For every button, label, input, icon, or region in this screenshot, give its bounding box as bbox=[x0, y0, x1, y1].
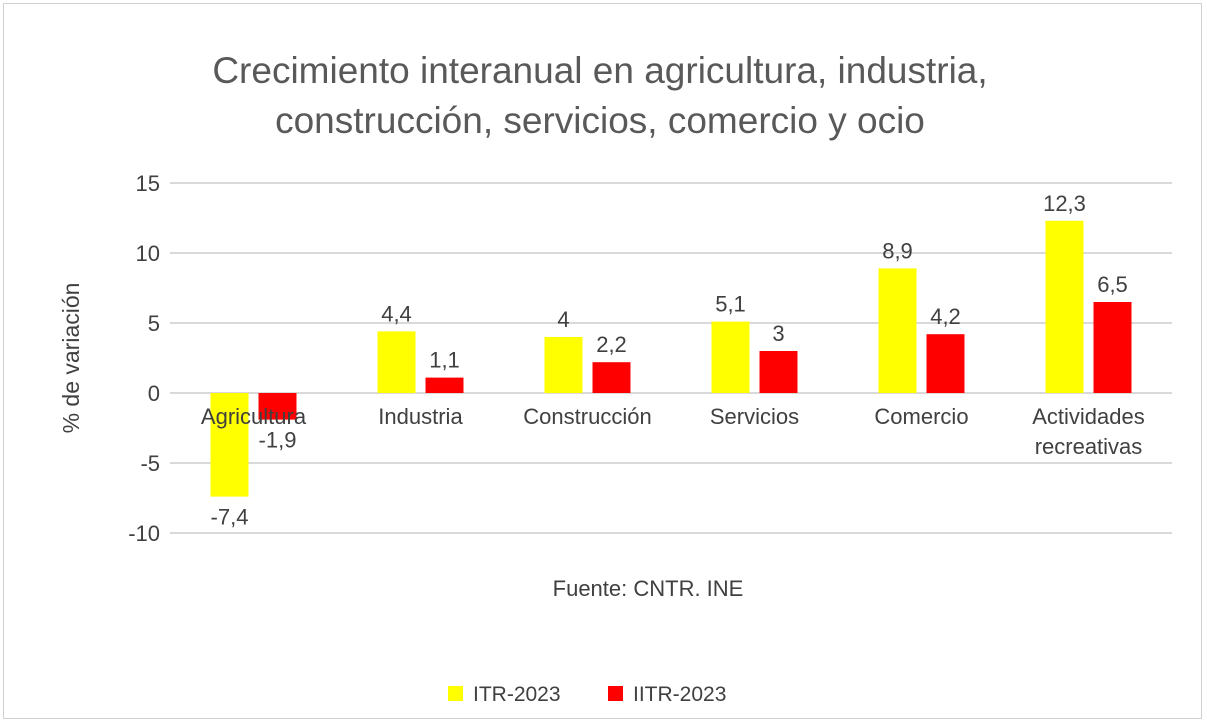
data-label: 6,5 bbox=[1097, 272, 1128, 297]
y-tick-label: 15 bbox=[136, 171, 160, 196]
legend-swatch bbox=[608, 686, 623, 701]
bar-itr bbox=[377, 331, 416, 393]
chart-title-line: Crecimiento interanual en agricultura, i… bbox=[212, 50, 987, 91]
x-category-label: recreativas bbox=[1035, 434, 1143, 459]
bar-itr bbox=[210, 393, 249, 497]
data-label: -7,4 bbox=[211, 505, 249, 530]
bar-iitr bbox=[425, 377, 464, 393]
x-category-label: Servicios bbox=[710, 404, 799, 429]
x-category-label: Agricultura bbox=[201, 404, 307, 429]
data-label: 4 bbox=[557, 307, 569, 332]
bar-iitr bbox=[926, 334, 965, 393]
bar-itr bbox=[1045, 220, 1084, 393]
x-category-label: Construcción bbox=[523, 404, 651, 429]
bar-itr bbox=[544, 337, 583, 393]
chart-frame bbox=[3, 3, 1202, 719]
data-label: 8,9 bbox=[882, 238, 913, 263]
y-tick-label: 5 bbox=[148, 311, 160, 336]
bar-iitr bbox=[258, 393, 297, 420]
y-tick-label: 10 bbox=[136, 241, 160, 266]
data-label: 1,1 bbox=[429, 348, 460, 373]
bar-itr bbox=[711, 321, 750, 393]
chart-title-line: construcción, servicios, comercio y ocio bbox=[275, 100, 925, 141]
y-tick-label: -5 bbox=[140, 451, 160, 476]
y-tick-label: 0 bbox=[148, 381, 160, 406]
data-label: 5,1 bbox=[715, 292, 746, 317]
y-axis-label: % de variación bbox=[58, 283, 84, 434]
data-label: 12,3 bbox=[1043, 191, 1086, 216]
data-label: 3 bbox=[772, 321, 784, 346]
x-category-label: Industria bbox=[378, 404, 463, 429]
x-category-label: Comercio bbox=[874, 404, 968, 429]
x-axis-label: Fuente: CNTR. INE bbox=[553, 576, 744, 601]
data-label: 4,4 bbox=[381, 301, 412, 326]
data-label: 4,2 bbox=[930, 304, 961, 329]
bar-iitr bbox=[592, 362, 631, 393]
legend-label: ITR-2023 bbox=[473, 683, 561, 706]
legend-swatch bbox=[448, 686, 463, 701]
bar-iitr bbox=[759, 351, 798, 393]
bar-iitr bbox=[1093, 302, 1132, 393]
legend-label: IITR-2023 bbox=[633, 683, 726, 706]
data-label: -1,9 bbox=[259, 428, 297, 453]
data-label: 2,2 bbox=[596, 332, 627, 357]
x-category-label: Actividades bbox=[1032, 404, 1145, 429]
y-tick-label: -10 bbox=[128, 521, 160, 546]
bar-itr bbox=[878, 268, 917, 393]
